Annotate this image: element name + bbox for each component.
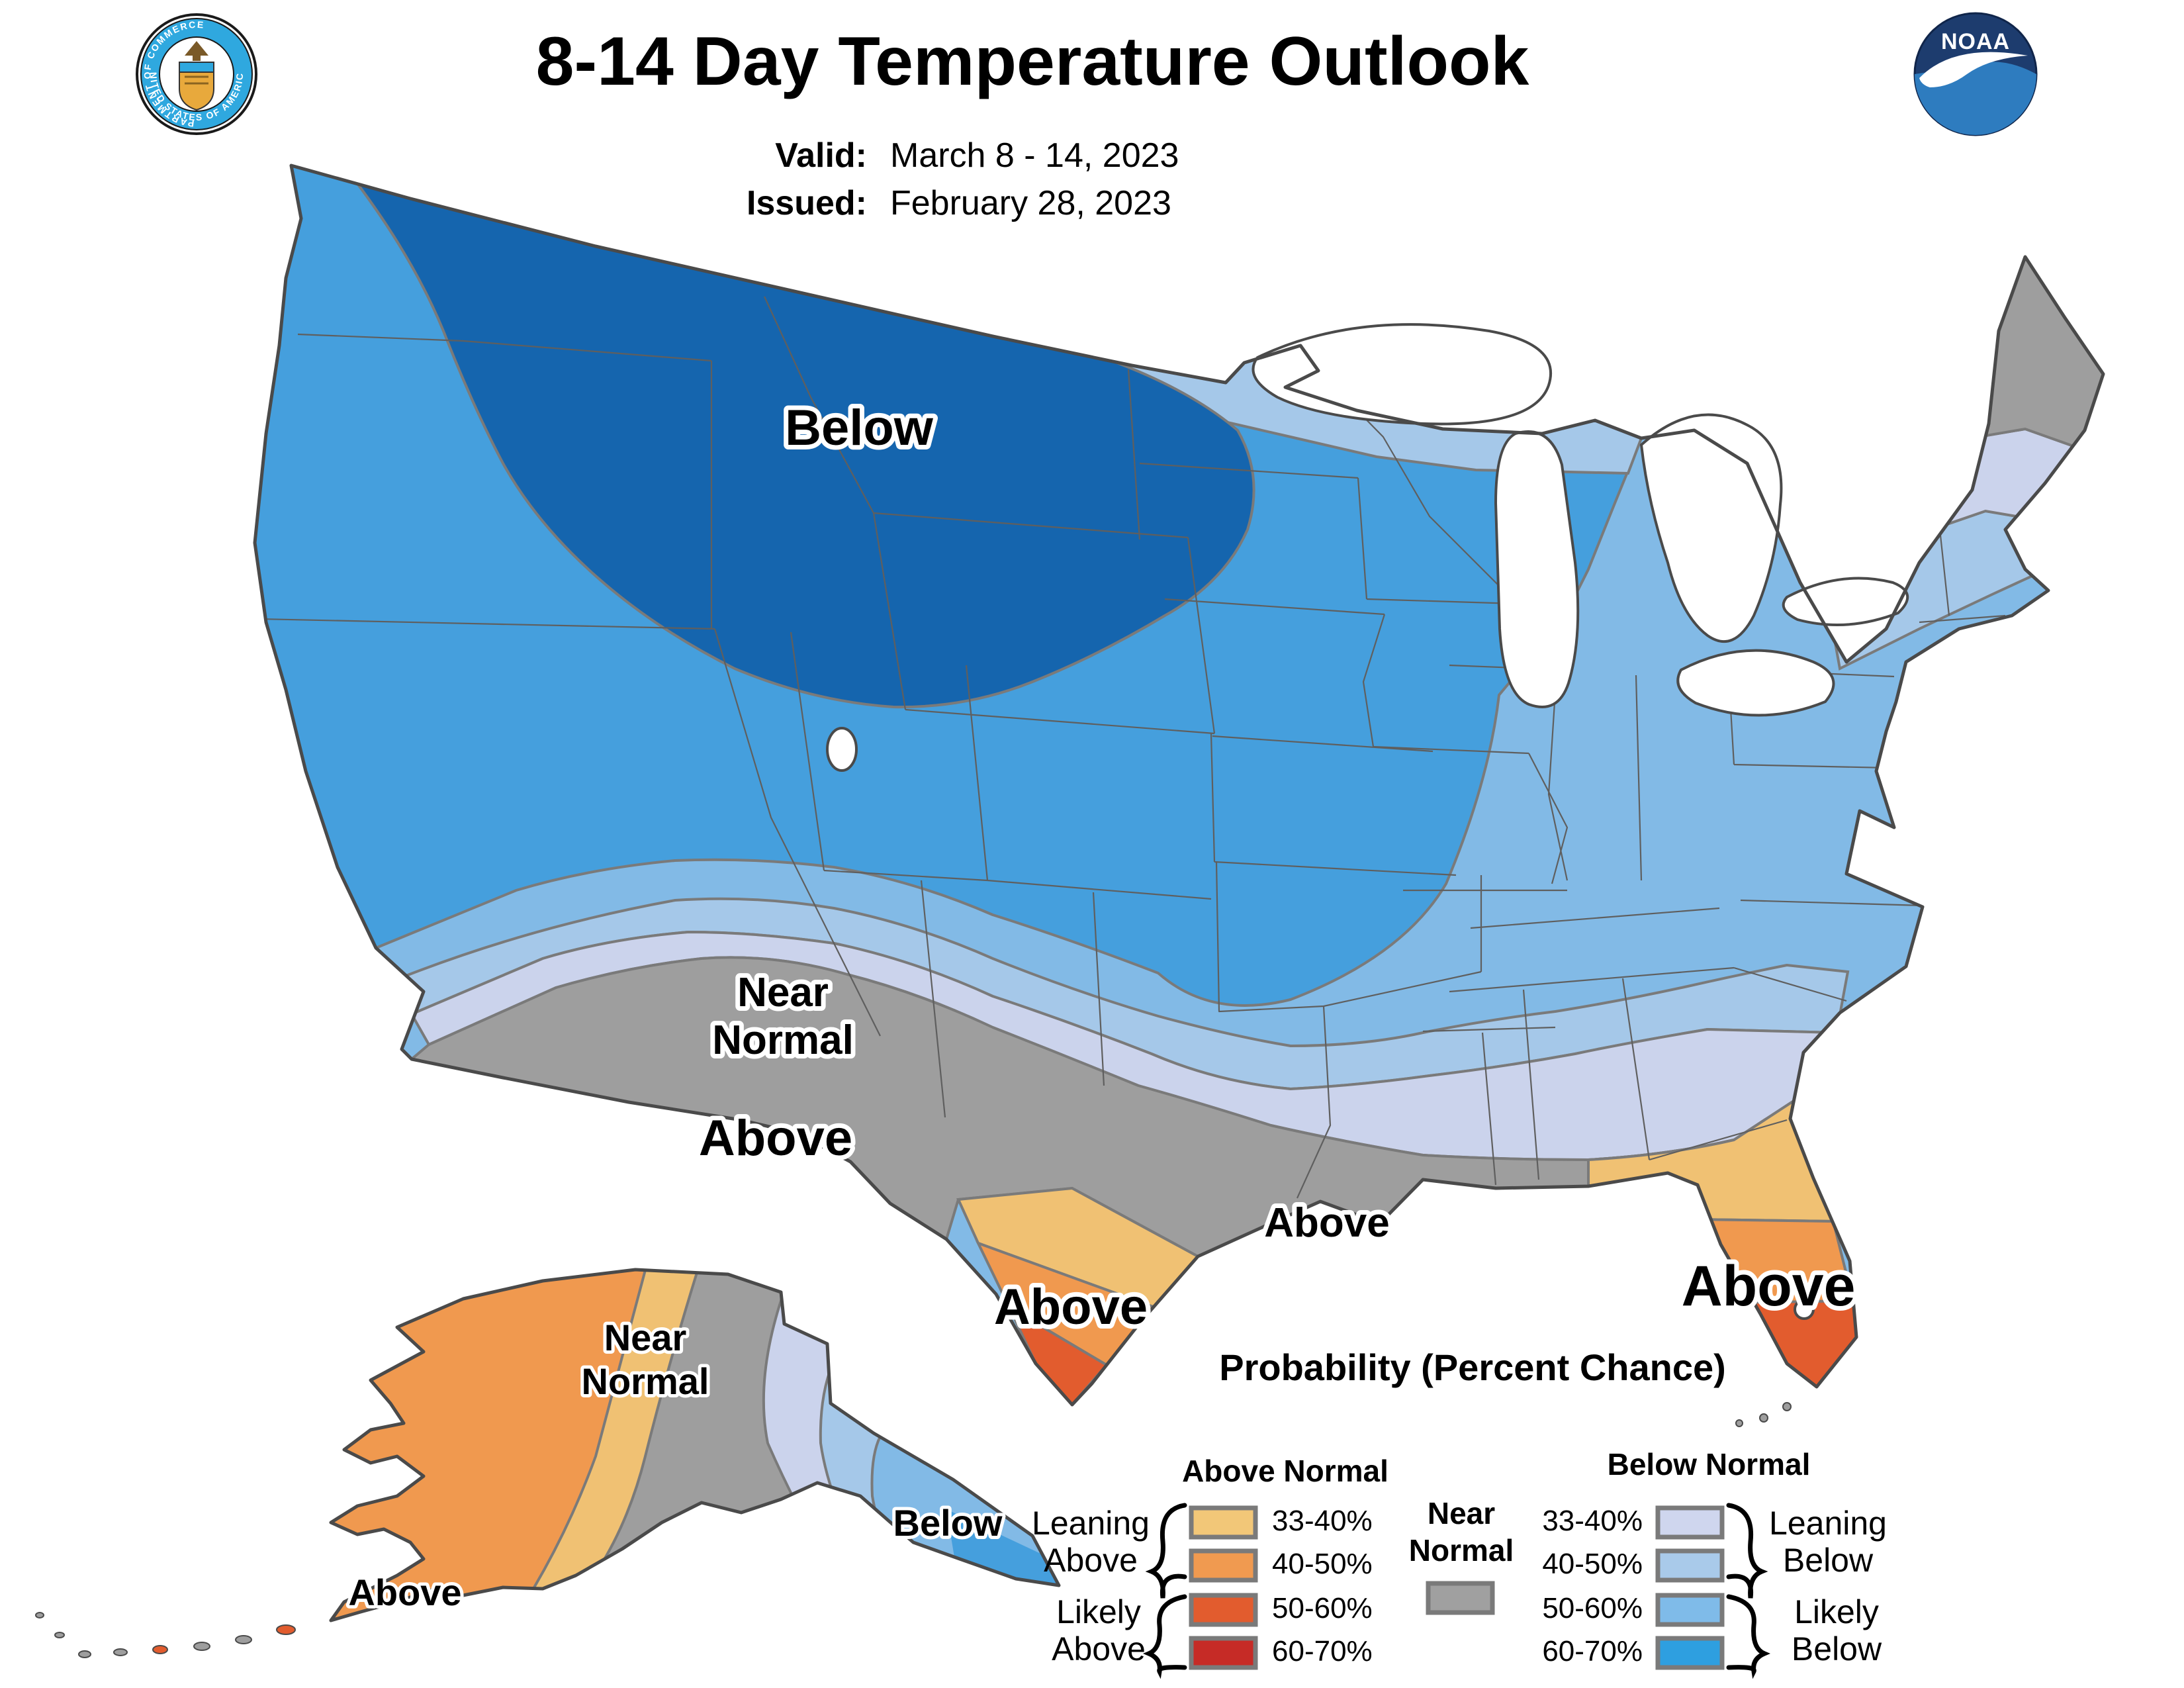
- legend-swatch-below-40-50: [1655, 1548, 1725, 1583]
- legend-likely-above-1: Likely: [1056, 1593, 1141, 1630]
- legend-swatch-below-33-40: [1655, 1505, 1725, 1540]
- lake-okeechobee: [1794, 1299, 1815, 1320]
- seal-eagle-icon: [185, 41, 208, 61]
- label-ak-near-2: Normal: [582, 1360, 709, 1402]
- legend-title: Probability (Percent Chance): [1219, 1346, 1726, 1388]
- aleutian-islands: [35, 1612, 296, 1658]
- label-ak-below: Below: [893, 1502, 1003, 1544]
- state-borders: [259, 296, 2006, 1199]
- label-ak-near-1: Near: [604, 1317, 687, 1358]
- label-conus-above-west: Above: [699, 1110, 852, 1166]
- alaska-coastline: [329, 1268, 1061, 1622]
- legend-range-above-60-70: 60-70%: [1272, 1635, 1373, 1667]
- legend-likely-below-2: Below: [1792, 1630, 1882, 1667]
- great-salt-lake: [826, 727, 858, 772]
- legend-leaning-below-1: Leaning: [1769, 1505, 1887, 1542]
- label-conus-near-2: Normal: [712, 1017, 854, 1063]
- legend-range-below-40-50: 40-50%: [1542, 1548, 1643, 1580]
- legend-range-below-33-40: 33-40%: [1542, 1505, 1643, 1537]
- legend-above-header: Above Normal: [1182, 1454, 1388, 1488]
- legend-below-rows: 33-40% 40-50% 50-60% 60-70%: [1542, 1505, 1725, 1670]
- legend-below-header: Below Normal: [1608, 1447, 1811, 1481]
- issued-value: February 28, 2023: [890, 184, 1171, 222]
- legend-leaning-above-2: Above: [1044, 1542, 1138, 1579]
- legend-range-below-60-70: 60-70%: [1542, 1635, 1643, 1667]
- florida-keys: [1735, 1402, 1792, 1427]
- page-title: 8-14 Day Temperature Outlook: [536, 23, 1529, 100]
- legend-range-below-50-60: 50-60%: [1542, 1592, 1643, 1624]
- valid-value: March 8 - 14, 2023: [890, 136, 1179, 175]
- legend-swatch-above-33-40: [1189, 1505, 1258, 1540]
- legend-swatch-above-40-50: [1189, 1548, 1258, 1583]
- legend-likely-above-2: Above: [1052, 1630, 1146, 1667]
- noaa-text: NOAA: [1941, 29, 2010, 54]
- lake-superior: [1251, 323, 1553, 426]
- legend-brace-likely-below: [1726, 1594, 1771, 1679]
- label-conus-above-florida: Above: [1682, 1254, 1856, 1318]
- label-ak-above: Above: [348, 1571, 461, 1613]
- valid-label: Valid:: [775, 136, 867, 175]
- label-conus-above-texas: Above: [994, 1279, 1148, 1335]
- legend-swatch-below-60-70: [1655, 1636, 1725, 1670]
- legend-near-1: Near: [1428, 1496, 1495, 1530]
- doc-seal-icon: DEPARTMENT OF COMMERCE UNITED STATES OF …: [0, 0, 257, 135]
- legend-swatch-above-50-60: [1189, 1593, 1258, 1627]
- legend-range-above-33-40: 33-40%: [1272, 1505, 1373, 1537]
- legend-swatch-below-50-60: [1655, 1593, 1725, 1627]
- legend-swatch-near-normal: [1426, 1581, 1495, 1615]
- legend-leaning-above-1: Leaning: [1032, 1505, 1150, 1542]
- conus-coastline: [253, 164, 2105, 1407]
- noaa-logo-icon: NOAA: [1913, 12, 2038, 136]
- legend-brace-likely-above: [1142, 1594, 1187, 1679]
- label-conus-near-1: Near: [737, 970, 829, 1015]
- legend-brace-leaning-below: [1726, 1503, 1768, 1599]
- legend-range-above-40-50: 40-50%: [1272, 1548, 1373, 1580]
- lake-ontario: [1782, 577, 1909, 626]
- lake-huron: [1639, 413, 1783, 643]
- seal-shield-icon: [179, 62, 214, 111]
- legend-swatch-above-60-70: [1189, 1636, 1258, 1670]
- lake-michigan: [1494, 430, 1580, 708]
- noaa-bird-icon: [1919, 52, 2028, 87]
- lake-erie: [1676, 649, 1835, 717]
- label-conus-below: Below: [785, 400, 934, 456]
- legend-brace-leaning-above: [1145, 1503, 1187, 1599]
- region-below-70-80-core: [351, 177, 1255, 709]
- issued-label: Issued:: [747, 184, 867, 222]
- legend-range-above-50-60: 50-60%: [1272, 1592, 1373, 1624]
- label-conus-above-gulf: Above: [1264, 1200, 1389, 1246]
- legend-above-rows: 33-40% 40-50% 50-60% 60-70%: [1189, 1505, 1373, 1670]
- legend: Probability (Percent Chance) Above Norma…: [1032, 1346, 1887, 1679]
- legend-near-2: Normal: [1409, 1533, 1514, 1568]
- legend-likely-below-1: Likely: [1794, 1593, 1879, 1630]
- legend-leaning-below-2: Below: [1783, 1542, 1874, 1579]
